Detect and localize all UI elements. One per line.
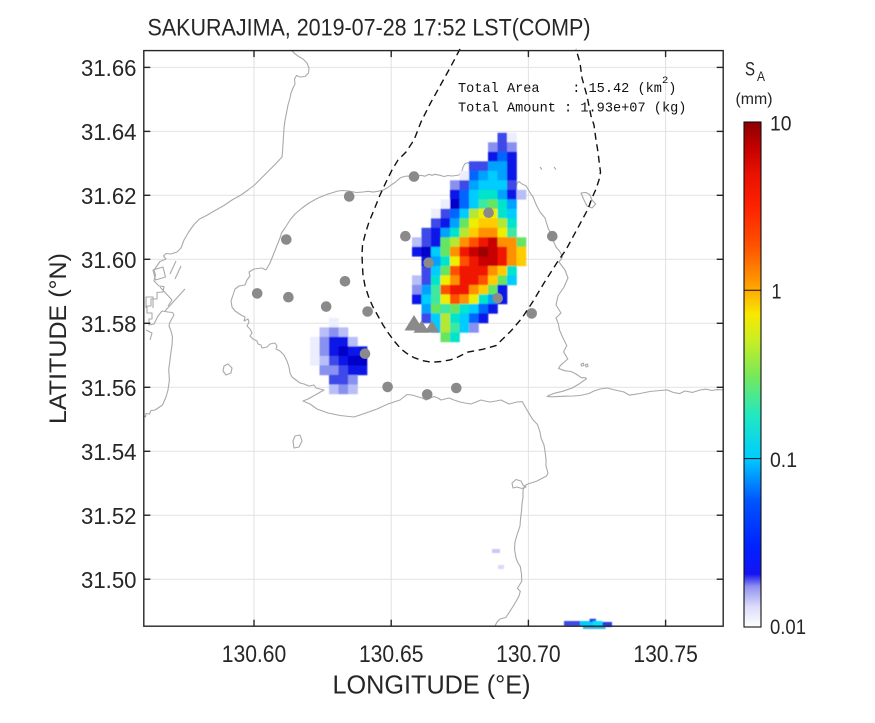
svg-text:130.60: 130.60	[222, 641, 287, 668]
svg-text:0.01: 0.01	[770, 616, 806, 639]
svg-text:S: S	[745, 60, 755, 81]
svg-text:31.64: 31.64	[81, 119, 137, 145]
svg-text:LATITUDE (°N): LATITUDE (°N)	[45, 253, 72, 424]
svg-text:31.54: 31.54	[81, 439, 137, 465]
svg-text:SAKURAJIMA, 2019-07-28 17:52 L: SAKURAJIMA, 2019-07-28 17:52 LST(COMP)	[148, 14, 591, 41]
svg-text:31.62: 31.62	[81, 183, 137, 209]
svg-text:Total Amount : 1.93e+07 (kg): Total Amount : 1.93e+07 (kg)	[458, 102, 686, 117]
svg-text:130.75: 130.75	[633, 641, 698, 668]
svg-text:31.50: 31.50	[81, 567, 137, 593]
svg-text:10: 10	[770, 113, 792, 136]
svg-text:31.52: 31.52	[81, 503, 137, 529]
svg-text:130.70: 130.70	[496, 641, 561, 668]
svg-text:31.56: 31.56	[81, 375, 137, 401]
svg-text:31.66: 31.66	[81, 55, 137, 81]
svg-text:31.58: 31.58	[81, 311, 137, 337]
svg-text:A: A	[757, 69, 765, 84]
svg-text:31.60: 31.60	[81, 247, 137, 273]
svg-text:LONGITUDE (°E): LONGITUDE (°E)	[333, 669, 531, 699]
svg-text:(mm): (mm)	[736, 91, 773, 108]
svg-text:1: 1	[772, 281, 782, 304]
svg-text:130.65: 130.65	[359, 641, 424, 668]
svg-text:0.1: 0.1	[770, 449, 797, 472]
